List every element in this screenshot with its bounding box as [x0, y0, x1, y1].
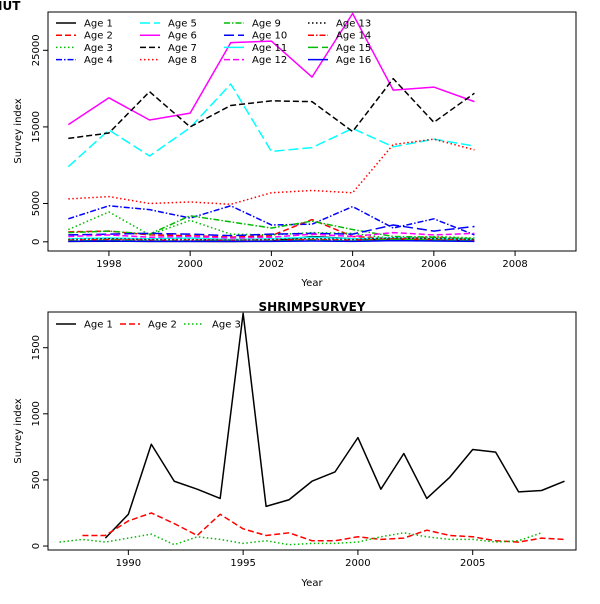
iut-series-age-10: [68, 224, 475, 237]
iut-legend-label-age-2: Age 2: [84, 31, 113, 42]
iut-x-tick-label-2: 2002: [259, 259, 284, 270]
iut-legend-label-age-1: Age 1: [84, 19, 113, 30]
iut-legend-label-age-16: Age 16: [336, 55, 371, 66]
shrimpsurvey-legend-label-age-3: Age 3: [212, 320, 241, 331]
shrimpsurvey-series-age-3: [59, 532, 542, 546]
iut-series-age-4: [68, 205, 475, 236]
iut-series-layer: [67, 12, 475, 243]
shrimpsurvey-title: SHRIMPSURVEY: [259, 300, 366, 314]
iut-x-tick-label-3: 2004: [340, 259, 365, 270]
shrimpsurvey-y-tick-label-3: 1500: [31, 335, 42, 360]
iut-y-tick-label-0: 0: [31, 239, 42, 245]
iut-title: IUT: [0, 0, 21, 13]
shrimpsurvey-x-tick-label-3: 2005: [460, 558, 485, 569]
iut-x-axis-label: Year: [300, 278, 323, 289]
iut-y-axis-label: Survey index: [13, 98, 24, 163]
shrimpsurvey-x-axis-label: Year: [300, 578, 323, 589]
shrimpsurvey-series-age-1: [104, 312, 565, 539]
iut-y-axis: 0 5000 15000 25000: [31, 34, 48, 245]
iut-legend-label-age-9: Age 9: [252, 19, 281, 30]
iut-y-tick-label-3: 25000: [31, 34, 42, 66]
shrimpsurvey-y-tick-label-2: 1000: [31, 401, 42, 426]
iut-x-tick-label-4: 2006: [421, 259, 446, 270]
iut-panel: IUT 1998 2000 2002 2004 2006 2008 0 5000 15000 2…: [0, 0, 577, 289]
iut-legend-label-age-6: Age 6: [168, 31, 197, 42]
iut-legend-label-age-14: Age 14: [336, 31, 371, 42]
iut-x-tick-label-5: 2008: [502, 259, 527, 270]
shrimpsurvey-series-age-2: [82, 512, 565, 543]
iut-x-tick-label-0: 1998: [96, 259, 121, 270]
iut-plot-frame: [47, 11, 577, 252]
iut-y-tick-label-1: 5000: [31, 191, 42, 216]
iut-series-age-14: [68, 237, 475, 242]
shrimpsurvey-x-tick-label-1: 1995: [230, 558, 255, 569]
shrimpsurvey-panel: SHRIMPSURVEY 1990 1995 2000 2005 0 500 1000 15…: [13, 300, 577, 589]
shrimpsurvey-y-axis: 0 500 1000 1500: [31, 335, 48, 549]
iut-x-axis: 1998 2000 2002 2004 2006 2008: [96, 251, 528, 270]
shrimpsurvey-x-tick-label-2: 2000: [345, 558, 370, 569]
iut-x-tick-label-1: 2000: [177, 259, 202, 270]
iut-legend-label-age-7: Age 7: [168, 43, 197, 54]
shrimpsurvey-legend: Age 1 Age 2 Age 3: [56, 320, 241, 331]
iut-legend-label-age-4: Age 4: [84, 55, 113, 66]
iut-series-age-9: [68, 215, 475, 240]
iut-series-age-5: [67, 83, 475, 168]
iut-legend-label-age-10: Age 10: [252, 31, 287, 42]
shrimpsurvey-legend-label-age-1: Age 1: [84, 320, 113, 331]
iut-series-age-12: [68, 231, 475, 239]
iut-legend-label-age-15: Age 15: [336, 43, 371, 54]
iut-legend-label-age-12: Age 12: [252, 55, 287, 66]
iut-series-age-7: [68, 77, 475, 140]
iut-legend-label-age-5: Age 5: [168, 19, 197, 30]
shrimpsurvey-y-axis-label: Survey index: [13, 398, 24, 463]
iut-series-age-11: [68, 236, 475, 241]
iut-legend-label-age-13: Age 13: [336, 19, 371, 30]
iut-series-age-16: [68, 239, 475, 243]
iut-legend-label-age-3: Age 3: [84, 43, 113, 54]
iut-series-age-6: [67, 12, 475, 126]
iut-y-tick-label-2: 15000: [31, 111, 42, 143]
iut-legend-label-age-11: Age 11: [252, 43, 287, 54]
shrimpsurvey-x-tick-label-0: 1990: [116, 558, 141, 569]
shrimpsurvey-y-tick-label-1: 500: [31, 470, 42, 489]
iut-legend-label-age-8: Age 8: [168, 55, 197, 66]
shrimpsurvey-y-tick-label-0: 0: [31, 543, 42, 549]
shrimpsurvey-series-layer: [59, 312, 565, 546]
shrimpsurvey-x-axis: 1990 1995 2000 2005: [116, 550, 485, 569]
iut-series-age-8: [68, 138, 475, 206]
shrimpsurvey-plot-frame: [47, 311, 577, 551]
shrimpsurvey-legend-label-age-2: Age 2: [148, 320, 177, 331]
